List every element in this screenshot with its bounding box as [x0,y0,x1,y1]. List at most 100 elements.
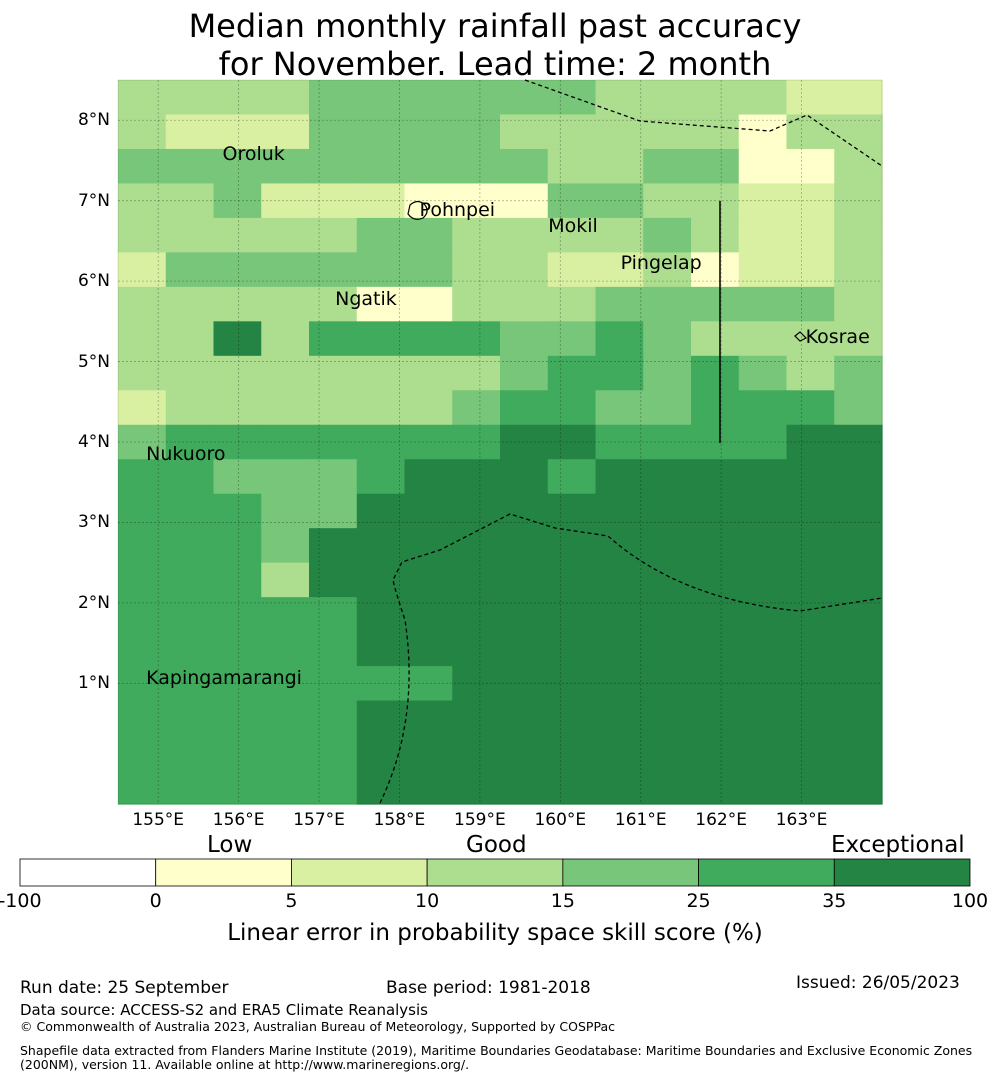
skill-cell [309,355,358,391]
skill-cell [500,217,549,253]
skill-cell [786,459,835,495]
skill-cell [404,80,453,116]
map-gridlines [118,80,882,804]
island-outlines [407,200,808,342]
skill-cell [213,769,262,805]
skill-cell [595,355,644,391]
skill-cell [356,597,406,633]
place-label-kapingamarangi: Kapingamarangi [146,666,302,689]
skill-cell [404,666,453,702]
skill-cell [786,252,835,288]
skill-cell [691,355,740,391]
skill-cell [309,424,358,460]
skill-cell [834,666,883,702]
skill-cell [118,183,167,219]
skill-cell [500,286,549,322]
skill-cell [165,183,215,219]
longitude-tick-label: 156°E [212,810,265,830]
skill-cell [165,355,215,391]
skill-cell [691,183,740,219]
skill-cell [691,424,740,460]
skill-cell [547,286,597,322]
skill-cell [261,80,310,116]
skill-cell [165,148,215,185]
skill-cell [118,493,167,529]
skill-cell [118,528,167,564]
skill-cell [595,666,644,702]
skill-cell [643,666,692,702]
skill-cell [500,597,549,633]
skill-cell [261,631,310,667]
skill-cell [643,493,692,529]
skill-cell [118,666,167,702]
skill-cell [118,562,167,598]
skill-cell [738,252,788,288]
skill-cell [165,424,215,460]
latitude-tick-label: 3°N [77,512,110,533]
longitude-tick-label: 162°E [695,810,747,830]
skill-cell [213,390,262,426]
skill-cell [309,597,358,633]
skill-cell [213,114,262,150]
skill-cell [834,424,883,460]
skill-cell [547,424,597,460]
skill-cell [500,252,549,288]
skill-cell [165,597,215,633]
skill-cell [165,631,215,667]
colorbar-segment [155,858,292,887]
skill-cell [643,80,692,116]
skill-cell [118,769,167,805]
skill-cell [547,148,597,185]
skill-cell [643,459,692,495]
colorbar-segment [19,858,157,887]
skill-cell [547,562,597,598]
skill-cell [118,217,167,253]
skill-cell [118,631,167,667]
skill-cell [547,390,597,426]
skill-cell [165,459,215,495]
skill-cell [738,528,788,564]
skill-cell [309,390,358,426]
skill-cell [356,735,406,771]
skill-cell [261,700,310,736]
skill-cell [261,493,310,529]
skill-cell [547,252,597,288]
skill-cell [547,666,597,702]
skill-cell [404,286,453,322]
skill-cell [643,769,692,805]
copyright-notice: © Commonwealth of Australia 2023, Austra… [20,1019,615,1034]
skill-cell [738,217,788,253]
skill-cell [452,631,501,667]
skill-cell [261,562,310,598]
skill-cell [213,286,262,322]
skill-cell [309,183,358,219]
colorbar-word-low: Low [207,832,253,858]
skill-cell [213,631,262,667]
latitude-tick-label: 7°N [77,190,110,211]
skill-cell [834,459,883,495]
skill-cell [500,700,549,736]
skill-cell [691,493,740,529]
skill-cell [691,562,740,598]
skill-cell [786,493,835,529]
skill-cell [691,148,740,185]
skill-cell [118,80,167,116]
skill-cell [738,286,788,322]
skill-cell [834,217,883,253]
skill-cell [643,148,692,185]
base-period: Base period: 1981-2018 [386,978,591,998]
skill-cell [356,700,406,736]
skill-cell [165,493,215,529]
skill-cell [691,459,740,495]
skill-cell [213,252,262,288]
skill-cell [118,114,167,150]
skill-cell [452,562,501,598]
skill-cell [165,217,215,253]
skill-cell [356,424,406,460]
skill-cell [452,424,501,460]
skill-cell [356,390,406,426]
skill-cell [452,390,501,426]
skill-cell [834,114,883,150]
skill-cell [834,597,883,633]
skill-cell [356,114,406,150]
